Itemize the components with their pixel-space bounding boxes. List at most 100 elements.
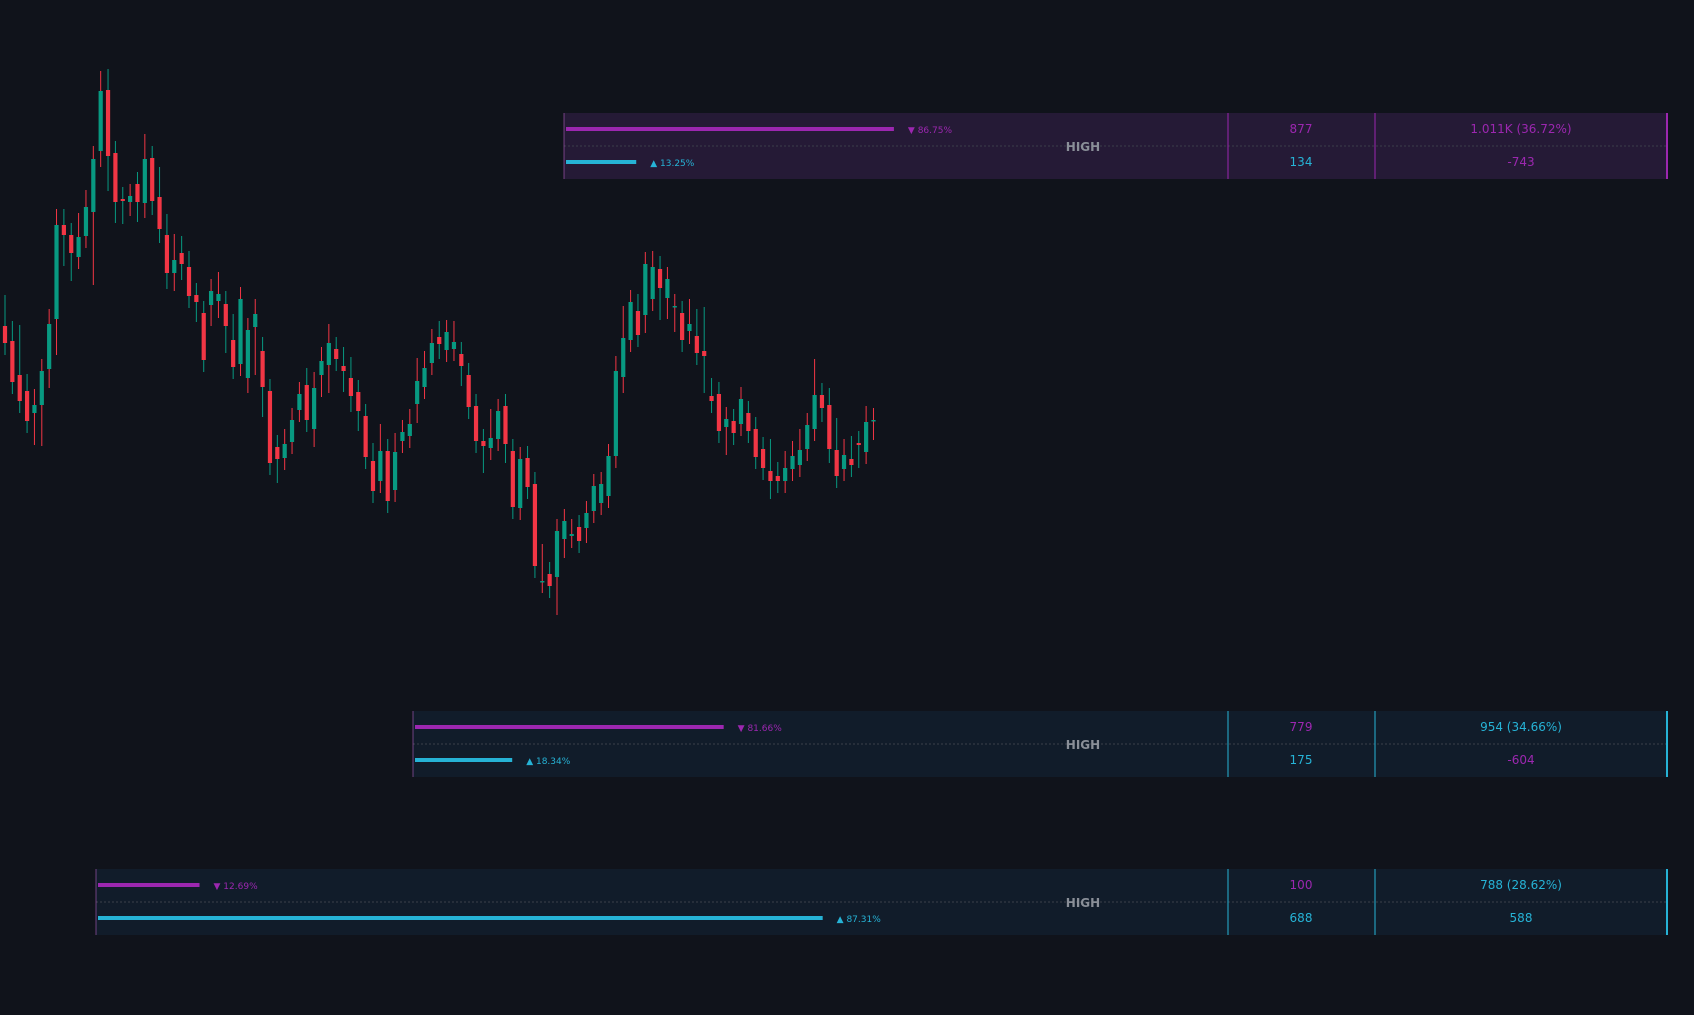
candle-body — [496, 411, 501, 439]
candle-body — [481, 441, 486, 446]
candle-body — [83, 207, 89, 236]
candle-body — [275, 447, 280, 459]
candle-body — [540, 581, 545, 583]
candle-body — [216, 294, 221, 301]
candle-body — [392, 452, 398, 490]
candle-body — [245, 330, 250, 378]
candle-body — [576, 527, 582, 541]
candle-body — [282, 444, 287, 458]
candle-body — [613, 371, 618, 456]
candle-body — [724, 419, 729, 427]
candle-body — [297, 394, 302, 410]
candle-body — [532, 484, 538, 566]
candle-body — [326, 343, 331, 365]
candle-body — [17, 375, 22, 401]
candle-body — [201, 313, 206, 360]
candle-body — [628, 302, 633, 340]
candle-body — [356, 392, 361, 411]
candle-body — [157, 197, 162, 229]
candle-body — [61, 225, 66, 235]
candle-body — [319, 361, 324, 375]
candle-body — [150, 158, 155, 201]
candle-body — [680, 313, 685, 340]
candle-body — [135, 184, 140, 202]
level-bands — [95, 113, 1668, 935]
candle-body — [370, 461, 376, 491]
candle-body — [39, 371, 44, 405]
sell-volume-value: 877 — [1290, 122, 1313, 136]
candle-body — [716, 394, 722, 431]
candle-body — [429, 343, 434, 363]
total-volume-value: 1.011K (36.72%) — [1470, 122, 1571, 136]
candle-body — [569, 534, 574, 536]
sell-volume-bar — [566, 127, 894, 131]
candle-body — [289, 420, 295, 442]
candle-body — [164, 235, 170, 273]
sell-volume-bar — [415, 725, 724, 729]
candle-body — [253, 314, 258, 327]
candle-body — [378, 451, 383, 481]
candle-body — [415, 381, 420, 404]
candle-body — [267, 391, 273, 463]
candle-body — [69, 235, 74, 253]
candle-body — [805, 425, 810, 449]
candle-body — [142, 159, 147, 203]
level-label: HIGH — [1066, 738, 1100, 752]
candle-body — [672, 306, 677, 308]
buy-volume-value: 688 — [1290, 911, 1313, 925]
candle-series — [2, 69, 876, 615]
candle-body — [856, 443, 861, 445]
candle-body — [120, 199, 125, 201]
candle-body — [363, 416, 368, 457]
candle-body — [709, 396, 714, 401]
candle-body — [459, 354, 464, 366]
delta-value: 588 — [1510, 911, 1533, 925]
candle-body — [547, 574, 552, 586]
buy-percent-label: ▲ 87.31% — [837, 915, 882, 925]
candle-body — [223, 304, 228, 326]
candle-body — [525, 458, 530, 487]
candle-body — [128, 196, 133, 202]
candle-body — [54, 225, 59, 319]
candle-body — [554, 531, 560, 577]
buy-percent-label: ▲ 13.25% — [650, 159, 695, 169]
candle-body — [606, 456, 611, 496]
candle-body — [238, 299, 243, 364]
candle-body — [599, 484, 604, 503]
candle-body — [304, 385, 309, 420]
candle-body — [687, 324, 692, 331]
candle-body — [98, 91, 103, 151]
candle-body — [864, 422, 869, 452]
sell-volume-bar — [98, 883, 200, 887]
candle-body — [635, 311, 641, 335]
level-label: HIGH — [1066, 896, 1100, 910]
level-label: HIGH — [1066, 140, 1100, 154]
delta-value: -743 — [1507, 155, 1534, 169]
candle-body — [650, 267, 655, 299]
candle-body — [518, 459, 523, 508]
candle-body — [797, 450, 802, 465]
candle-body — [113, 153, 118, 202]
candle-body — [849, 459, 854, 465]
candle-body — [665, 279, 670, 298]
candle-body — [437, 337, 442, 344]
buy-volume-bar — [98, 916, 823, 920]
delta-value: -604 — [1507, 753, 1534, 767]
total-volume-value: 954 (34.66%) — [1480, 720, 1562, 734]
candle-body — [422, 368, 427, 387]
total-volume-value: 788 (28.62%) — [1480, 878, 1562, 892]
candle-body — [260, 351, 265, 387]
candle-body — [451, 342, 457, 349]
candle-body — [775, 476, 780, 481]
candle-body — [760, 449, 766, 468]
candle-body — [702, 351, 707, 356]
buy-volume-value: 134 — [1290, 155, 1313, 169]
candle-body — [47, 324, 52, 369]
candle-body — [783, 468, 788, 481]
candle-body — [562, 521, 567, 539]
candle-body — [32, 405, 37, 413]
candle-body — [400, 432, 405, 441]
candle-body — [812, 395, 817, 429]
